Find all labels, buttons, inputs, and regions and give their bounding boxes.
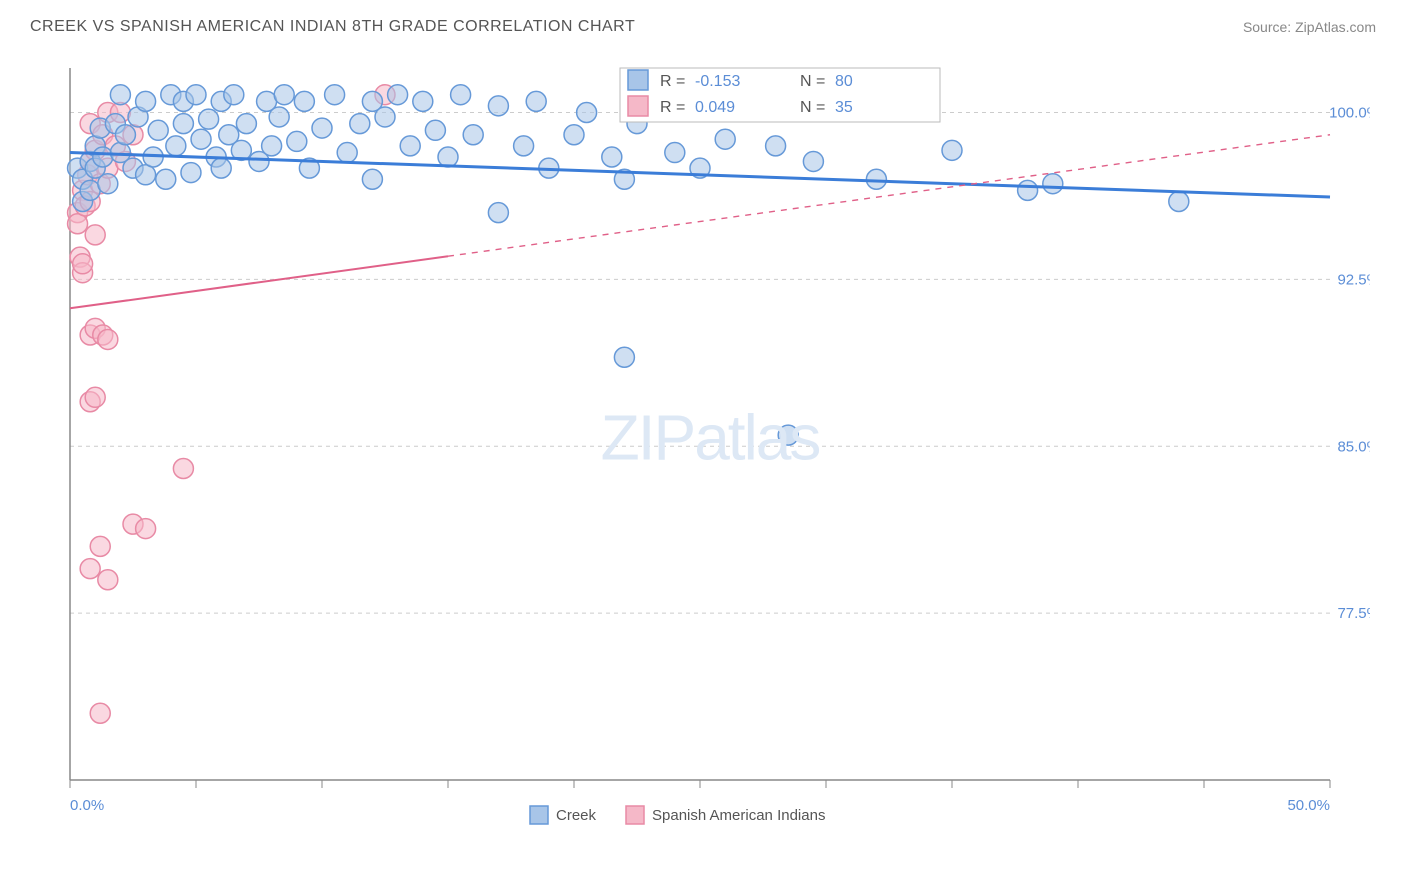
svg-text:77.5%: 77.5%: [1337, 605, 1370, 622]
chart-title: CREEK VS SPANISH AMERICAN INDIAN 8TH GRA…: [30, 18, 635, 36]
svg-text:R =: R =: [660, 99, 685, 116]
svg-text:0.049: 0.049: [695, 99, 735, 116]
svg-text:80: 80: [835, 73, 853, 90]
svg-text:N =: N =: [800, 73, 825, 90]
svg-text:0.0%: 0.0%: [70, 797, 104, 814]
svg-text:R =: R =: [660, 73, 685, 90]
source-label: Source: ZipAtlas.com: [1243, 19, 1376, 35]
svg-text:Spanish American Indians: Spanish American Indians: [652, 807, 825, 824]
svg-text:85.0%: 85.0%: [1337, 438, 1370, 455]
svg-text:92.5%: 92.5%: [1337, 271, 1370, 288]
svg-text:Creek: Creek: [556, 807, 597, 824]
svg-text:-0.153: -0.153: [695, 73, 740, 90]
svg-text:35: 35: [835, 99, 853, 116]
scatter-chart: 77.5%85.0%92.5%100.0%0.0%50.0%8th GradeR…: [50, 60, 1370, 830]
svg-text:N =: N =: [800, 99, 825, 116]
svg-text:100.0%: 100.0%: [1329, 105, 1370, 122]
chart-container: 77.5%85.0%92.5%100.0%0.0%50.0%8th GradeR…: [50, 60, 1370, 830]
svg-text:50.0%: 50.0%: [1287, 797, 1330, 814]
